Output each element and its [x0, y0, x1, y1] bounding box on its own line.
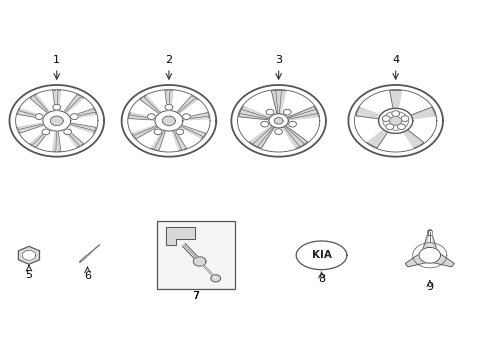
Polygon shape: [156, 128, 166, 150]
Circle shape: [70, 114, 78, 120]
Polygon shape: [62, 95, 80, 114]
Polygon shape: [296, 241, 346, 270]
Polygon shape: [355, 107, 380, 119]
Polygon shape: [50, 116, 63, 126]
Polygon shape: [19, 246, 40, 264]
Polygon shape: [403, 130, 423, 148]
Text: 2: 2: [165, 55, 172, 65]
Polygon shape: [34, 95, 51, 114]
Polygon shape: [151, 128, 164, 149]
Text: 7: 7: [192, 291, 199, 301]
Circle shape: [63, 129, 71, 135]
Polygon shape: [63, 127, 83, 145]
Polygon shape: [178, 124, 205, 135]
Text: 7: 7: [192, 291, 199, 301]
Circle shape: [42, 129, 50, 135]
Polygon shape: [63, 96, 83, 115]
Polygon shape: [155, 111, 183, 131]
Polygon shape: [286, 106, 318, 120]
Circle shape: [283, 109, 290, 115]
Circle shape: [154, 129, 162, 135]
Polygon shape: [177, 125, 203, 139]
Polygon shape: [366, 130, 387, 148]
Polygon shape: [67, 122, 96, 130]
Circle shape: [35, 114, 43, 120]
Polygon shape: [67, 112, 96, 119]
Polygon shape: [57, 90, 61, 113]
Circle shape: [183, 114, 190, 120]
Polygon shape: [169, 90, 173, 113]
Text: 1: 1: [53, 55, 60, 65]
FancyBboxPatch shape: [157, 221, 234, 289]
Circle shape: [397, 124, 405, 130]
Circle shape: [176, 129, 183, 135]
Circle shape: [288, 121, 296, 127]
Circle shape: [274, 129, 282, 134]
Polygon shape: [134, 125, 160, 139]
Polygon shape: [410, 107, 434, 119]
Polygon shape: [129, 113, 158, 119]
Polygon shape: [164, 90, 168, 113]
Polygon shape: [179, 113, 208, 119]
Polygon shape: [18, 122, 46, 130]
Polygon shape: [132, 124, 159, 135]
Polygon shape: [271, 90, 285, 114]
Polygon shape: [53, 90, 57, 113]
Polygon shape: [62, 127, 80, 147]
Polygon shape: [179, 116, 208, 120]
Polygon shape: [268, 114, 288, 128]
Polygon shape: [378, 108, 412, 134]
Polygon shape: [140, 98, 162, 115]
Polygon shape: [420, 235, 438, 255]
Circle shape: [391, 111, 399, 116]
Text: 6: 6: [84, 271, 91, 282]
Circle shape: [53, 104, 61, 110]
Circle shape: [147, 114, 155, 120]
Polygon shape: [53, 129, 57, 151]
Text: 5: 5: [25, 270, 32, 280]
Polygon shape: [389, 90, 401, 108]
Circle shape: [164, 104, 172, 110]
Polygon shape: [34, 127, 51, 147]
Polygon shape: [172, 128, 186, 149]
Circle shape: [400, 116, 408, 121]
Polygon shape: [238, 106, 269, 120]
Polygon shape: [193, 257, 205, 266]
Polygon shape: [66, 123, 95, 133]
Polygon shape: [274, 118, 283, 124]
Circle shape: [385, 124, 393, 130]
Polygon shape: [249, 126, 274, 148]
Circle shape: [265, 109, 273, 115]
Polygon shape: [18, 112, 46, 119]
Text: 3: 3: [275, 55, 282, 65]
Polygon shape: [66, 109, 95, 118]
Polygon shape: [425, 250, 453, 267]
Polygon shape: [165, 226, 194, 244]
Polygon shape: [30, 96, 50, 115]
Text: KIA: KIA: [311, 250, 331, 260]
Polygon shape: [210, 275, 220, 282]
Polygon shape: [43, 111, 71, 131]
Polygon shape: [171, 128, 182, 150]
Polygon shape: [389, 116, 401, 125]
Polygon shape: [175, 96, 194, 115]
Text: 4: 4: [391, 55, 398, 65]
Polygon shape: [128, 116, 158, 120]
Polygon shape: [143, 96, 163, 115]
Circle shape: [260, 121, 268, 127]
Circle shape: [382, 116, 389, 121]
Polygon shape: [418, 247, 440, 263]
Polygon shape: [162, 116, 175, 126]
Polygon shape: [19, 123, 47, 133]
Polygon shape: [57, 129, 61, 151]
Text: 9: 9: [426, 282, 432, 292]
Polygon shape: [22, 250, 36, 260]
Polygon shape: [30, 127, 50, 145]
Polygon shape: [176, 98, 197, 115]
Polygon shape: [282, 126, 307, 148]
Polygon shape: [405, 250, 433, 267]
Polygon shape: [19, 109, 47, 118]
Text: 8: 8: [317, 274, 325, 284]
